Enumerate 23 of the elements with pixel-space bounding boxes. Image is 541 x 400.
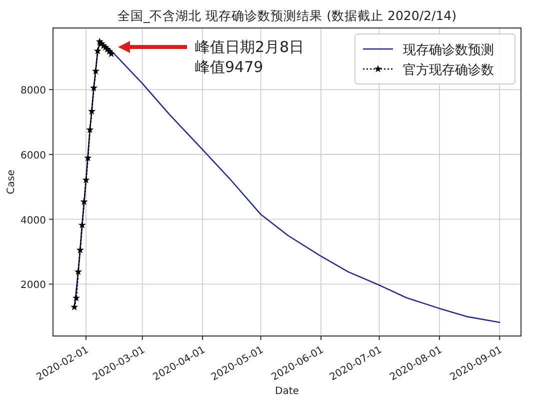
annotation: 峰值9479 bbox=[195, 58, 264, 76]
point bbox=[72, 294, 80, 302]
point bbox=[86, 126, 94, 134]
legend-label: 现存确诊数预测 bbox=[403, 43, 494, 58]
point bbox=[82, 176, 90, 184]
point bbox=[92, 67, 100, 74]
point bbox=[70, 303, 78, 310]
chart-title: 全国_不含湖北 现存确诊数预测结果 (数据截止 2020/2/14) bbox=[117, 8, 457, 23]
point bbox=[84, 154, 92, 162]
x-axis-title: Date bbox=[275, 386, 299, 397]
y-tick-label: 2000 bbox=[20, 280, 46, 292]
point bbox=[94, 47, 102, 54]
y-tick-label: 6000 bbox=[20, 150, 46, 162]
point bbox=[90, 84, 98, 92]
point bbox=[76, 246, 84, 254]
y-axis-title: Case bbox=[6, 170, 17, 194]
point bbox=[80, 198, 88, 206]
y-tick-label: 8000 bbox=[20, 86, 46, 97]
point bbox=[74, 268, 82, 276]
annotation: 峰值日期2月8日 bbox=[195, 38, 304, 56]
point bbox=[78, 221, 86, 228]
legend-label: 官方现存确诊数 bbox=[403, 62, 494, 78]
y-tick-label: 4000 bbox=[20, 215, 46, 226]
